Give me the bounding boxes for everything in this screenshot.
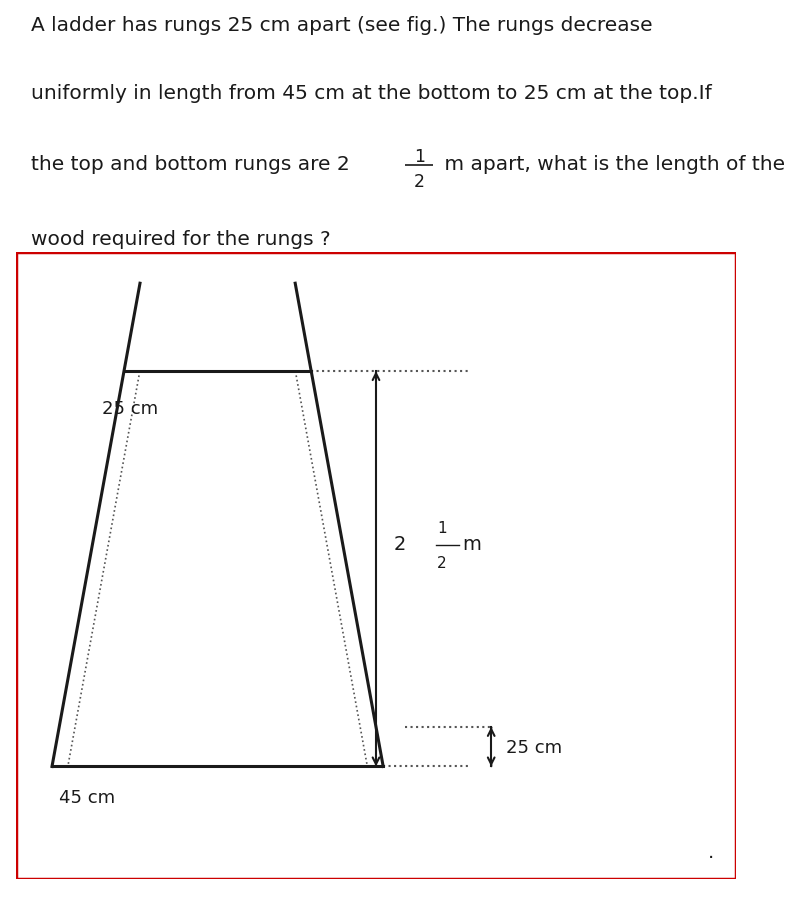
Text: 2: 2 bbox=[394, 535, 406, 554]
Text: m: m bbox=[462, 535, 482, 554]
Text: 45 cm: 45 cm bbox=[59, 788, 115, 806]
Text: 1: 1 bbox=[414, 147, 425, 165]
Text: uniformly in length from 45 cm at the bottom to 25 cm at the top.If: uniformly in length from 45 cm at the bo… bbox=[31, 84, 712, 103]
Text: 2: 2 bbox=[414, 173, 425, 191]
Text: 25 cm: 25 cm bbox=[102, 400, 158, 418]
Text: the top and bottom rungs are 2: the top and bottom rungs are 2 bbox=[31, 154, 350, 173]
Text: A ladder has rungs 25 cm apart (see fig.) The rungs decrease: A ladder has rungs 25 cm apart (see fig.… bbox=[31, 16, 653, 35]
Text: 1: 1 bbox=[437, 520, 447, 536]
Text: m apart, what is the length of the: m apart, what is the length of the bbox=[438, 154, 786, 173]
Text: wood required for the rungs ?: wood required for the rungs ? bbox=[31, 229, 331, 248]
Text: 25 cm: 25 cm bbox=[506, 738, 562, 756]
Text: 2: 2 bbox=[437, 556, 447, 570]
Text: .: . bbox=[708, 842, 714, 861]
